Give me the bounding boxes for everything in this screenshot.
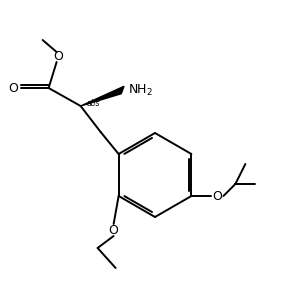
Text: O: O bbox=[54, 49, 64, 63]
Text: O: O bbox=[109, 223, 118, 236]
Text: NH$_2$: NH$_2$ bbox=[128, 83, 153, 98]
Polygon shape bbox=[81, 86, 124, 106]
Text: O: O bbox=[212, 189, 222, 203]
Text: O: O bbox=[9, 81, 18, 95]
Text: abs: abs bbox=[87, 99, 100, 107]
